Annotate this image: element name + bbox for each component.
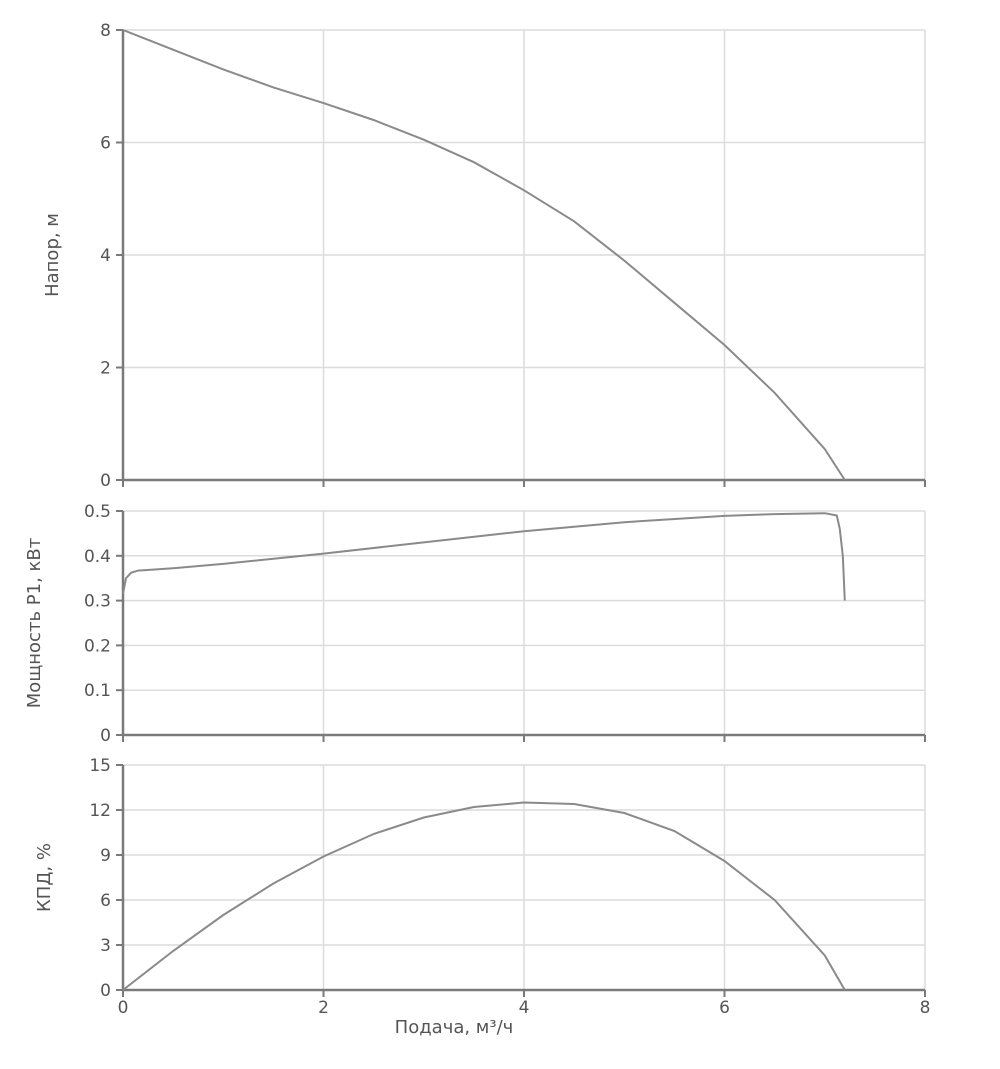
y-tick-label: 0.5: [84, 502, 111, 522]
y-tick-label: 12: [89, 801, 111, 821]
y-tick-label: 9: [100, 846, 111, 866]
x-tick-label: 4: [519, 998, 530, 1018]
y-tick-label: 0: [100, 981, 111, 1001]
y-tick-label: 15: [89, 756, 111, 776]
y-axis-title: КПД, %: [34, 843, 55, 912]
x-tick-label: 8: [920, 998, 931, 1018]
series-line: [122, 512, 846, 601]
x-axis-title: Подача, м³/ч: [395, 1017, 514, 1038]
y-tick-label: 4: [100, 246, 111, 266]
y-axis-title: Напор, м: [42, 213, 63, 297]
x-tick-label: 2: [318, 998, 329, 1018]
y-tick-label: 0.1: [84, 681, 111, 701]
x-tick-label: 6: [719, 998, 730, 1018]
y-tick-label: 0.2: [84, 636, 111, 656]
y-tick-label: 6: [100, 134, 111, 154]
series-line: [122, 801, 846, 991]
y-tick-label: 8: [100, 21, 111, 41]
y-tick-label: 0.3: [84, 592, 111, 612]
y-tick-label: 0: [100, 471, 111, 491]
y-tick-label: 0.4: [84, 547, 111, 567]
y-tick-label: 3: [100, 936, 111, 956]
y-tick-label: 0: [100, 726, 111, 746]
series-line: [122, 29, 846, 481]
x-tick-label: 0: [118, 998, 129, 1018]
y-tick-label: 2: [100, 359, 111, 379]
y-tick-label: 6: [100, 891, 111, 911]
y-axis-title: Мощность P1, кВт: [24, 538, 45, 708]
